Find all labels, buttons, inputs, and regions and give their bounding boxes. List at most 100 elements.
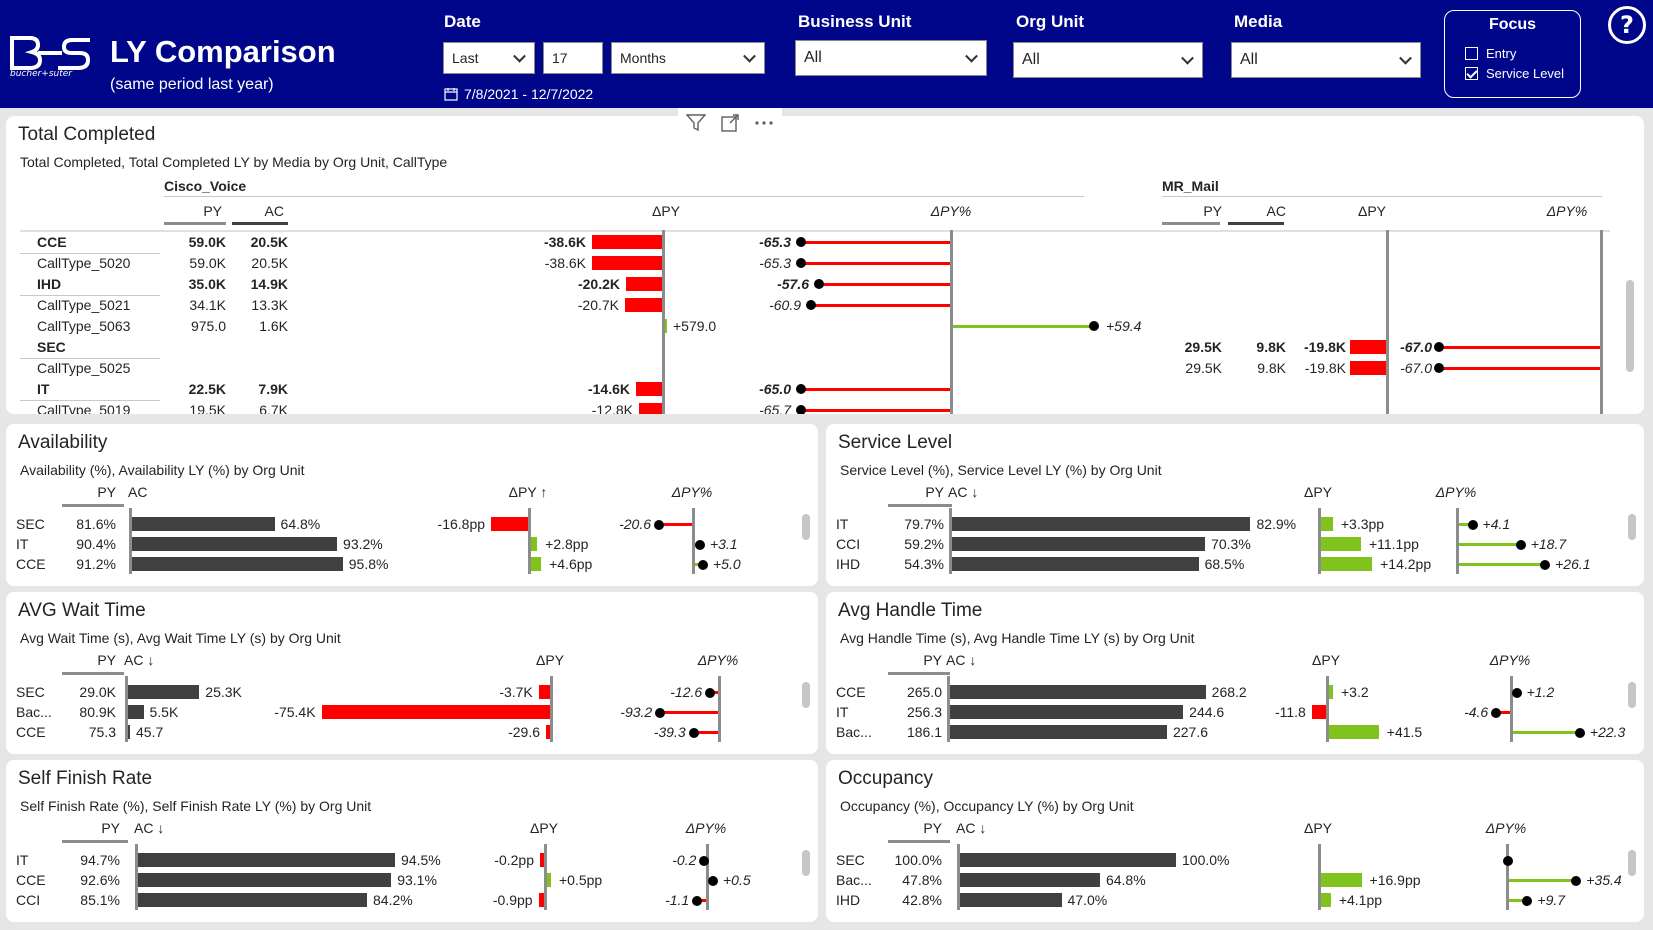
col-dpyp: ΔPY%	[671, 484, 713, 500]
row-label: CallType_5020	[37, 255, 131, 271]
self-finish-rate-panel: Self Finish Rate Self Finish Rate (%), Se…	[6, 760, 818, 922]
focus-entry-option[interactable]: Entry	[1465, 46, 1516, 61]
more-options-icon[interactable]	[754, 120, 774, 126]
date-mode-dropdown[interactable]: Last	[443, 42, 535, 74]
ac-bar	[950, 685, 1206, 699]
col-py: PY	[97, 484, 116, 500]
cell-dpyp: -12.6	[670, 684, 703, 700]
vertical-scrollbar[interactable]	[1626, 280, 1634, 372]
help-button[interactable]: ?	[1608, 6, 1646, 44]
col-dpyp: ΔPY%	[685, 820, 727, 836]
col-underline	[888, 672, 950, 675]
cell-py: 79.7%	[904, 516, 944, 532]
focus-service-level-option[interactable]: Service Level	[1465, 66, 1564, 81]
cell-ac: 93.1%	[397, 872, 437, 888]
cell-dpy: -20.7K	[577, 297, 619, 313]
cell-dpyp: +35.4	[1586, 872, 1622, 888]
col-ac: AC	[264, 203, 284, 219]
col-dpy: ΔPY	[535, 652, 565, 668]
dpyp-axis	[1506, 844, 1509, 910]
dpyp-line	[693, 731, 718, 734]
vertical-scrollbar[interactable]	[802, 682, 810, 708]
row-label: SEC	[16, 516, 45, 532]
focus-mode-icon[interactable]	[721, 114, 739, 132]
dpyp-dot	[692, 896, 703, 906]
dpyp-dot	[694, 540, 705, 550]
vertical-scrollbar[interactable]	[1628, 514, 1636, 540]
vertical-scrollbar[interactable]	[802, 850, 810, 876]
vertical-scrollbar[interactable]	[1628, 682, 1636, 708]
row-label: Bac...	[16, 704, 52, 720]
cell-py: 54.3%	[904, 556, 944, 572]
col-mr-dpyp: ΔPY%	[1546, 203, 1588, 219]
row-label: CallType_5063	[37, 318, 131, 334]
dpyp-dot	[796, 405, 806, 414]
visual-toolbar	[678, 108, 782, 138]
panel-title: AVG Wait Time	[18, 600, 146, 621]
dpy-bar	[1321, 873, 1362, 887]
cell-py: 59.0K	[188, 234, 226, 250]
vertical-scrollbar[interactable]	[802, 514, 810, 540]
group-mr-mail: MR_Mail	[1162, 178, 1219, 194]
col-underline	[888, 504, 952, 507]
date-unit-dropdown[interactable]: Months	[611, 42, 765, 74]
row-label: CCE	[16, 556, 46, 572]
cell-ac: 20.5K	[251, 255, 288, 271]
col-py: PY	[101, 820, 120, 836]
cell-py: 42.8%	[902, 892, 942, 908]
cell-ac: 82.9%	[1256, 516, 1297, 532]
dpy-axis	[1318, 844, 1321, 910]
ac-axis	[949, 508, 952, 574]
row-label: IHD	[836, 892, 861, 908]
ac-axis	[957, 844, 960, 910]
panel-title: Self Finish Rate	[18, 768, 153, 789]
cell-ac: 100.0%	[1182, 852, 1230, 868]
entry-checkbox[interactable]	[1465, 47, 1478, 60]
date-count-input[interactable]: 17	[543, 42, 603, 74]
mr-dpyp-dot	[1434, 342, 1444, 352]
dpy-bar	[639, 403, 662, 414]
cell-dpy: -16.8pp	[437, 516, 486, 532]
dpyp-line	[802, 241, 950, 244]
focus-panel: Focus Entry Service Level	[1444, 10, 1581, 98]
cell-py: 35.0K	[188, 276, 226, 292]
org-unit-dropdown[interactable]: All	[1013, 42, 1203, 78]
dpyp-dot	[1491, 708, 1502, 718]
row-label: IT	[37, 381, 50, 397]
cell-py: 94.7%	[80, 852, 120, 868]
dpyp-line	[953, 325, 1091, 328]
media-dropdown[interactable]: All	[1231, 42, 1421, 78]
vertical-scrollbar[interactable]	[1628, 850, 1636, 876]
ac-bar	[132, 537, 338, 551]
cell-dpyp: +26.1	[1555, 556, 1591, 572]
row-label: IT	[836, 516, 849, 532]
cell-ac: 20.5K	[250, 234, 288, 250]
cell-py: 80.9K	[79, 704, 116, 720]
total-completed-title: Total Completed	[18, 124, 156, 145]
row-divider	[20, 295, 160, 296]
cell-dpyp: -65.3	[759, 255, 791, 271]
cell-dpy: +0.5pp	[559, 872, 603, 888]
dpyp-dot	[699, 856, 710, 866]
dpyp-line	[1509, 879, 1577, 882]
row-divider	[20, 358, 160, 359]
cell-dpy: -0.9pp	[492, 892, 533, 908]
dpyp-dot	[1515, 540, 1526, 550]
row-label: CCE	[16, 872, 46, 888]
dpy-bar	[1321, 517, 1333, 531]
media-value: All	[1240, 51, 1258, 68]
org-unit-value: All	[1022, 51, 1040, 68]
col-py: PY	[923, 652, 942, 668]
cell-ac: 64.8%	[280, 516, 321, 532]
cell-py: 34.1K	[189, 297, 226, 313]
business-unit-dropdown[interactable]: All	[795, 40, 987, 76]
service-level-checkbox[interactable]	[1465, 67, 1478, 80]
cell-ac: 268.2	[1211, 684, 1247, 700]
ac-bar	[952, 537, 1206, 551]
cell-ac: 64.8%	[1105, 872, 1146, 888]
dpyp-dot	[1540, 560, 1551, 570]
dpyp-line	[659, 523, 692, 526]
cell-ac: 5.5K	[149, 704, 179, 720]
row-label: CallType_5019	[37, 402, 131, 414]
filter-icon[interactable]	[685, 114, 706, 132]
